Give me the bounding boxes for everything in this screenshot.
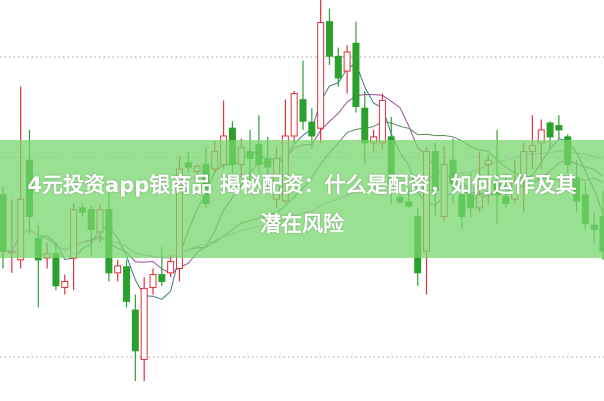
candle-down bbox=[308, 121, 316, 137]
candle-down bbox=[352, 42, 360, 108]
article-title: 4元投资app银商品 揭秘配资：什么是配资，如何运作及其潜在风险 bbox=[27, 173, 577, 236]
candle-down bbox=[123, 266, 131, 302]
candle-up bbox=[167, 261, 175, 274]
candle-up bbox=[343, 51, 351, 72]
candle-up bbox=[317, 22, 325, 129]
candle-up bbox=[114, 265, 122, 274]
candle-down bbox=[334, 55, 342, 79]
title-banner bbox=[0, 140, 604, 258]
candle-up bbox=[290, 93, 298, 137]
candle-down bbox=[361, 107, 369, 144]
candle-down bbox=[299, 99, 307, 122]
candle-up bbox=[61, 280, 69, 289]
candle-down bbox=[131, 309, 139, 352]
candle-down bbox=[555, 125, 563, 131]
candle-down bbox=[325, 21, 333, 57]
candle-down bbox=[546, 122, 554, 138]
candle-down bbox=[158, 274, 166, 282]
candle-up bbox=[378, 99, 386, 144]
candle-up bbox=[140, 287, 148, 360]
candle-up bbox=[149, 274, 157, 289]
candle-down bbox=[52, 253, 60, 287]
